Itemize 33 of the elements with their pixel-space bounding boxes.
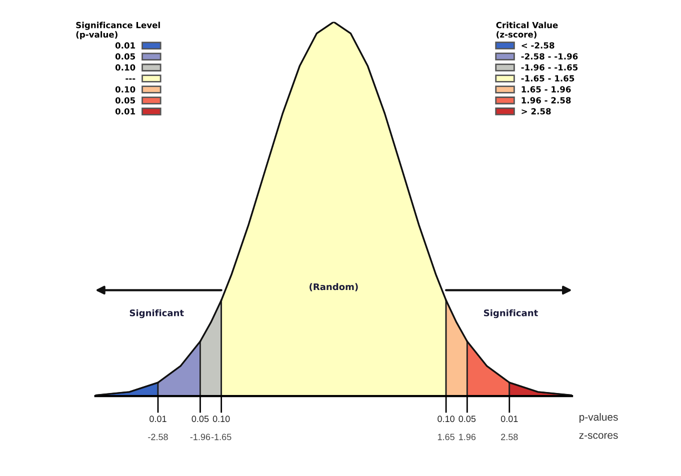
annotation: 0.05 [115,97,136,104]
text: 0.01 [150,416,166,422]
annotation: --- [126,78,136,80]
annotation: Significance Level (p-value) [76,22,160,40]
x-tick-label: -2.58 [148,434,168,440]
annotation: 0.05 [115,53,136,60]
annotation: 0.10 [115,64,136,71]
text: 0.05 [458,416,476,422]
annotation: 0.01 [115,42,136,49]
text: 0.05 [192,416,209,422]
legend-title: Critical Value (z-score) [496,22,558,39]
legend-label: -1.96 - -1.65 [521,64,578,71]
text: 0.01 [500,416,518,422]
annotation: Significant [484,309,538,318]
annotation: Significant [130,309,184,318]
legend-label: -2.58 - -1.96 [521,53,578,60]
x-tick-label: -1.65 [211,434,232,440]
legend-label: 1.65 - 1.96 [522,86,571,92]
text: 0.10 [212,416,230,422]
x-tick-label: 1.65 [438,434,454,440]
legend-label: -1.65 - 1.65 [521,75,574,82]
x-tick-label: 1.96 [459,434,476,440]
x-tick-label: -1.96 [190,434,210,440]
legend-label: < -2.58 [522,42,554,49]
annotation: 0.10 [115,86,136,93]
annotation: 0.01 [115,108,136,114]
text: p-values [580,413,618,423]
legend-label: > 2.58 [522,108,551,114]
text: 0.10 [438,416,454,422]
x-tick-label: 2.58 [501,434,518,440]
legend-label: 1.96 - 2.58 [522,97,571,104]
text: z-scores [579,433,618,439]
annotation: (Random) [310,283,358,292]
